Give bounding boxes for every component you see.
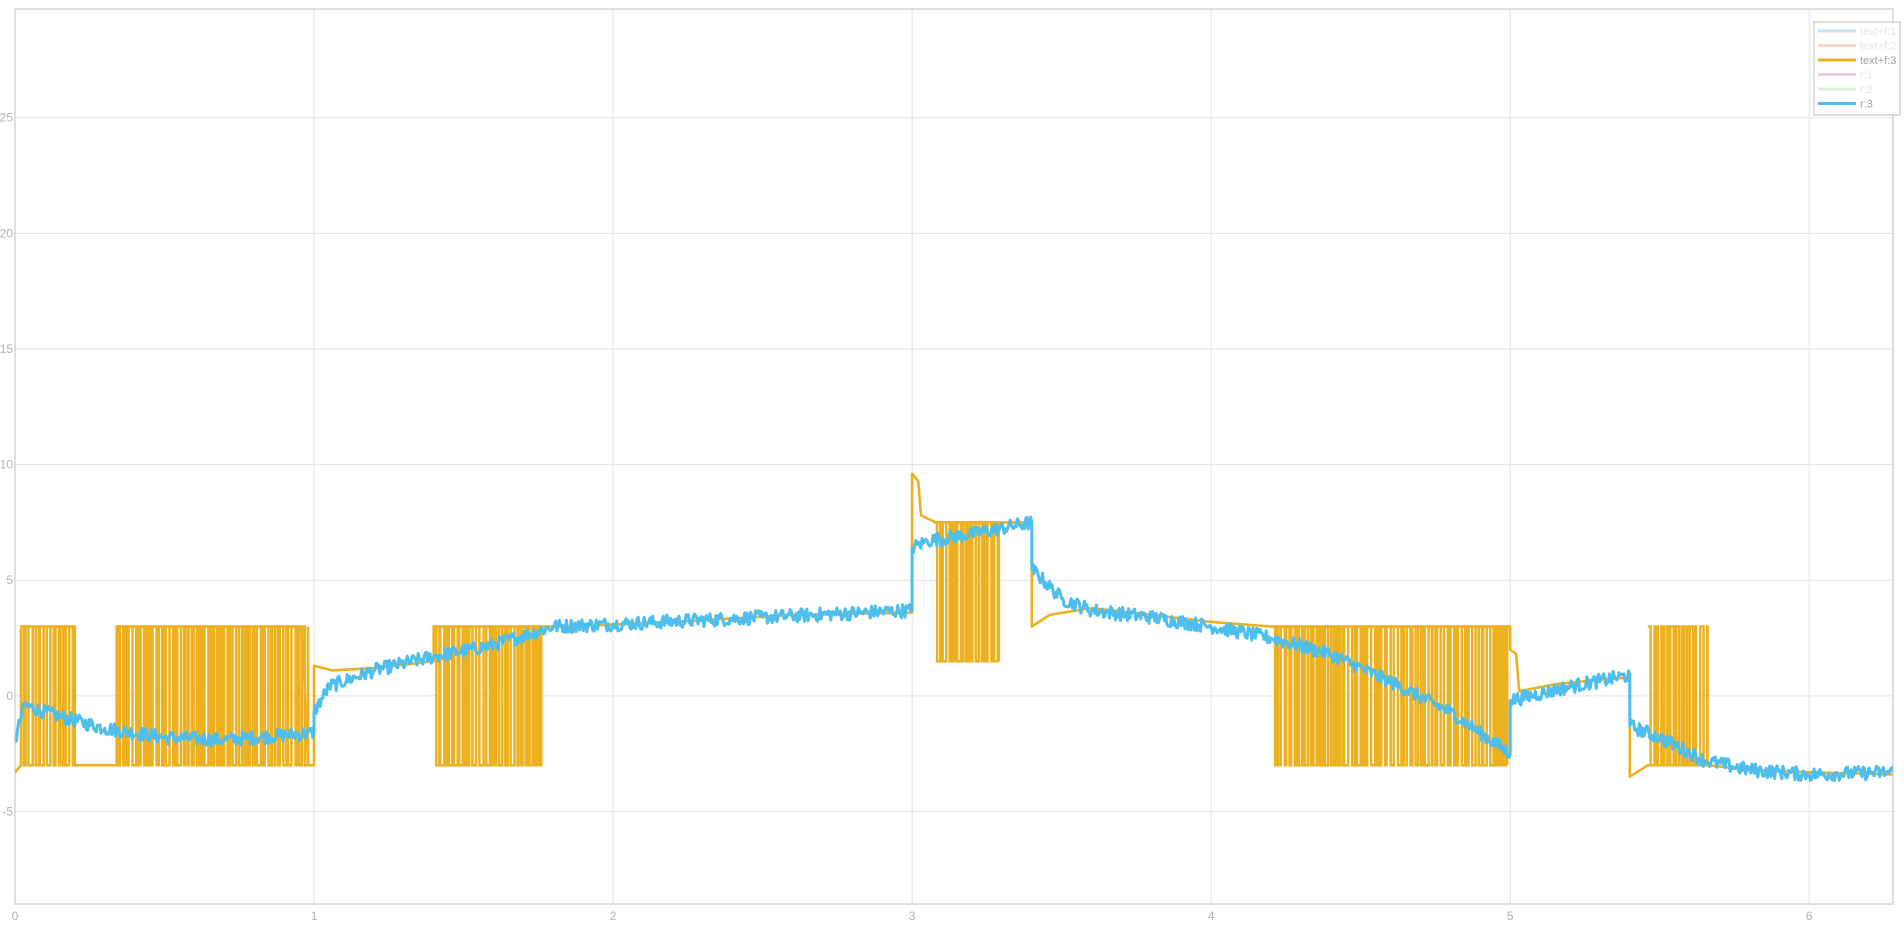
- y-tick-label: 10: [0, 458, 13, 472]
- y-axis-ticks: -5 0 5 10 15 20 25: [0, 111, 13, 819]
- x-tick-label: 6: [1806, 909, 1813, 923]
- series-line: [15, 515, 1893, 783]
- legend-entry[interactable]: text+f:2: [1818, 41, 1896, 53]
- x-tick-label: 0: [12, 909, 19, 923]
- legend-label: text+f:3: [1860, 55, 1896, 67]
- x-tick-label: 4: [1208, 909, 1215, 923]
- y-tick-label: 0: [6, 689, 13, 703]
- legend-box: [1813, 21, 1901, 116]
- series-r-3: [15, 515, 1893, 783]
- legend-entry[interactable]: r:1: [1818, 70, 1873, 82]
- legend[interactable]: text+f:1 text+f:2 text+f:3 r:1 r:2 r:3: [1813, 21, 1901, 116]
- switching-band: [1647, 625, 1709, 767]
- switching-band: [21, 625, 77, 767]
- x-axis-ticks: 0 1 2 3 4 5 6: [12, 909, 1813, 923]
- legend-entry[interactable]: text+f:3: [1818, 55, 1896, 67]
- y-tick-label: 20: [0, 226, 13, 240]
- switching-band: [1271, 625, 1509, 767]
- plot-frame: [14, 8, 1894, 905]
- legend-label: r:1: [1860, 70, 1873, 82]
- legend-label: text+f:2: [1860, 41, 1896, 53]
- legend-label: text+f:1: [1860, 26, 1896, 38]
- legend-entry[interactable]: r:3: [1818, 99, 1873, 111]
- legend-label: r:2: [1860, 84, 1873, 96]
- series-layer: [15, 472, 1893, 783]
- legend-entry[interactable]: text+f:1: [1818, 26, 1896, 38]
- y-tick-label: 5: [6, 573, 13, 587]
- y-tick-label: 25: [0, 111, 13, 125]
- y-tick-label: 15: [0, 342, 13, 356]
- legend-label: r:3: [1860, 99, 1873, 111]
- x-tick-label: 2: [610, 909, 617, 923]
- y-tick-label: -5: [2, 804, 13, 818]
- legend-entry[interactable]: r:2: [1818, 84, 1873, 96]
- x-tick-label: 3: [909, 909, 916, 923]
- grid-lines: [14, 9, 1893, 904]
- x-tick-label: 5: [1507, 909, 1514, 923]
- x-tick-label: 1: [311, 909, 318, 923]
